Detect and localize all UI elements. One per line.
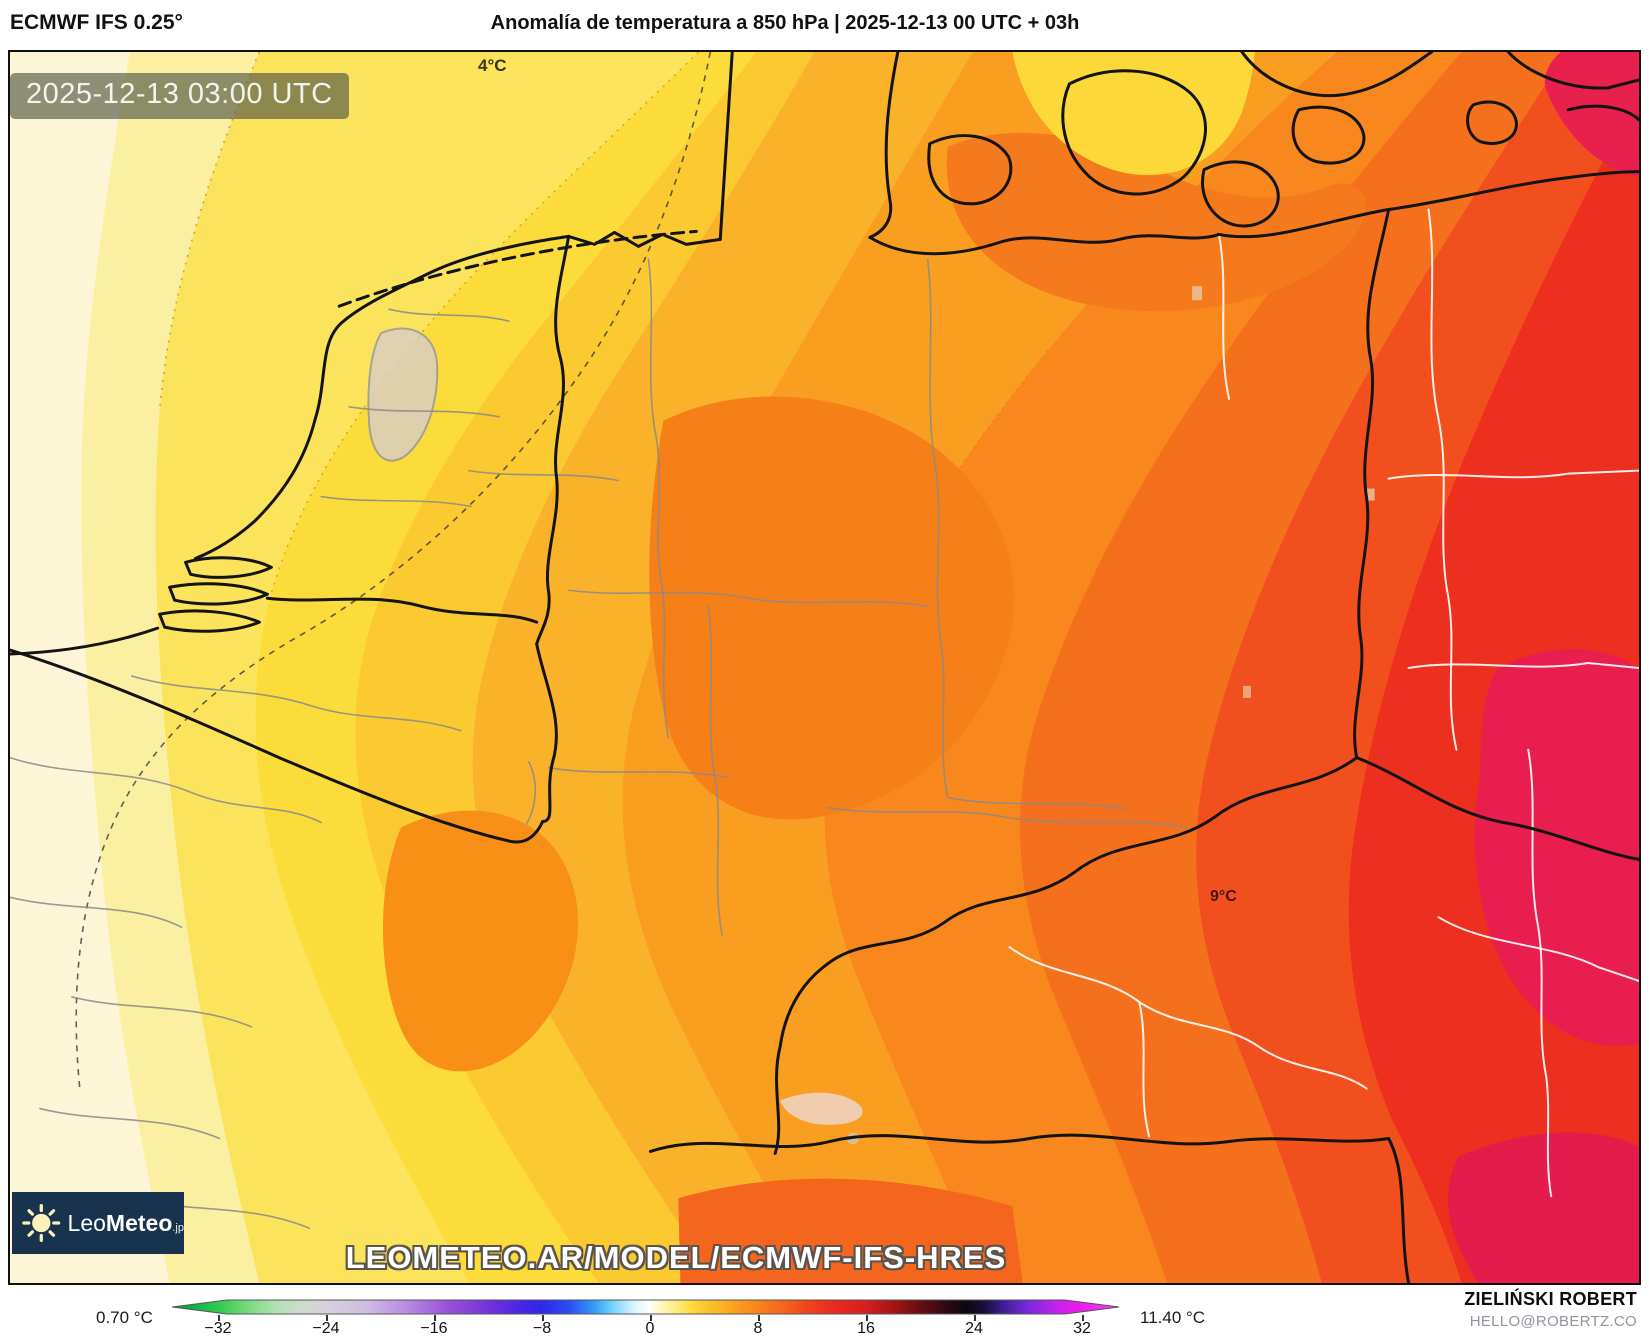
cz-at-border (773, 1045, 782, 1155)
colorbar (172, 1299, 1120, 1315)
be-fr-border (10, 648, 545, 844)
colorbar-tick (866, 1315, 868, 1321)
colorbar-tick (434, 1315, 436, 1321)
colorbar-tick-label: 32 (1073, 1320, 1091, 1337)
ruegen-island (1201, 160, 1280, 228)
colorbar-tick (542, 1315, 544, 1321)
ijsselmeer-lake (367, 327, 439, 462)
timestamp-badge: 2025-12-13 03:00 UTC (10, 73, 349, 119)
colorbar-tick-label: 8 (753, 1320, 763, 1337)
weather-map (8, 50, 1641, 1285)
credit-contact: HELLO@ROBERTZ.CO (1469, 1313, 1637, 1330)
logo-wordmark: LeoMeteo.jp (68, 1210, 184, 1237)
colorbar-tick (650, 1315, 652, 1321)
jutland-west (718, 52, 734, 241)
credit-author: ZIELIŃSKI ROBERT (1464, 1289, 1637, 1309)
lake-and-terrain-patches (367, 286, 1375, 1145)
regional-borders-east (1008, 208, 1639, 1198)
colorbar-tick (1082, 1315, 1084, 1321)
logo-brand-bold: Meteo (105, 1209, 173, 1236)
colorbar-tick-label: 0 (645, 1320, 655, 1337)
logo-suffix: .jp (172, 1221, 184, 1234)
colorbar-tick-label: −8 (532, 1320, 552, 1337)
colorbar-tick-label: −24 (312, 1320, 340, 1337)
regional-borders (10, 258, 1188, 1229)
be-de-lux-border (535, 642, 558, 823)
colorbar-tick (974, 1315, 976, 1321)
sun-icon (22, 1204, 61, 1242)
leometeo-logo: LeoMeteo.jp (12, 1192, 184, 1254)
contour-label-9c: 9°C (1210, 888, 1237, 905)
german-north-coast (567, 230, 722, 248)
jutland-east (868, 52, 900, 239)
cz-north-border (778, 756, 1359, 1049)
baltic-coast (868, 170, 1639, 256)
colorbar-min-value: 0.70 °C (96, 1308, 153, 1327)
funen-island (927, 134, 1013, 206)
colorbar-tick (758, 1315, 760, 1321)
colorbar-tick-label: 24 (965, 1320, 983, 1337)
model-label: ECMWF IFS 0.25° (10, 11, 183, 34)
dutch-barrier-islands (337, 229, 698, 308)
colorbar-tick (218, 1315, 220, 1321)
belgian-coast (10, 626, 160, 656)
colorbar-tick-label: 16 (857, 1320, 875, 1337)
netherlands-coast (194, 234, 571, 560)
logo-brand-light: Leo (67, 1209, 106, 1236)
pl-sk-border (1355, 756, 1639, 861)
de-pl-border (1353, 207, 1391, 760)
country-borders (10, 52, 1639, 1283)
zealand-island (1061, 69, 1207, 196)
colorbar-tick-label: −32 (204, 1320, 232, 1337)
nl-de-border (535, 234, 571, 646)
colorbar-max-value: 11.40 °C (1140, 1308, 1206, 1327)
credits-block: ZIELIŃSKI ROBERT HELLO@ROBERTZ.CO (1464, 1289, 1637, 1330)
alps-border (648, 1133, 1391, 1153)
watermark-url: LEOMETEO.AR/MODEL/ECMWF-IFS-HRES (345, 1240, 1007, 1275)
contour-lines (75, 52, 1048, 1089)
alps-snow-patch (780, 1092, 863, 1125)
bornholm-island (1466, 100, 1518, 145)
colorbar-tick (326, 1315, 328, 1321)
anomaly-map-svg (10, 52, 1639, 1283)
nl-be-border (265, 596, 539, 624)
contour-label-4c: 4°C (478, 56, 507, 75)
colorbar-tick-label: −16 (420, 1320, 448, 1337)
page-title: Anomalía de temperatura a 850 hPa | 2025… (490, 12, 1080, 34)
temperature-bands (10, 52, 1639, 1283)
